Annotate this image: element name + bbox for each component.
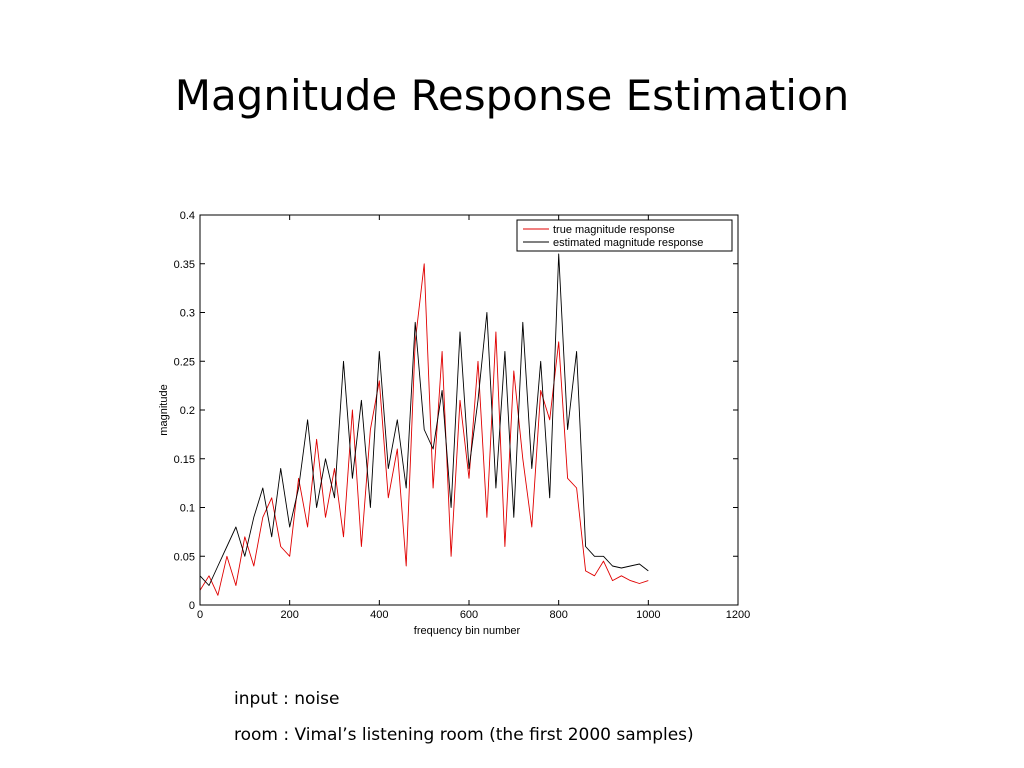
x-tick-label: 600	[460, 609, 478, 621]
series-line-estimated	[199, 253, 649, 586]
x-tick-label: 200	[280, 609, 298, 621]
y-tick-label: 0.15	[174, 454, 195, 466]
x-tick-label: 1200	[726, 609, 750, 621]
y-axis-label: magnitude	[158, 384, 170, 435]
y-tick-label: 0.4	[180, 210, 195, 222]
x-tick-label: 1000	[636, 609, 660, 621]
y-tick-label: 0.2	[180, 405, 195, 417]
y-tick-label: 0.35	[174, 259, 195, 271]
y-tick-label: 0.1	[180, 503, 195, 515]
y-tick-label: 0.05	[174, 551, 195, 563]
slide-title: Magnitude Response Estimation	[174, 71, 850, 120]
y-tick-label: 0.3	[180, 308, 195, 320]
y-tick-label: 0	[189, 600, 195, 612]
caption-input: input : noise	[234, 689, 340, 709]
legend-box	[516, 219, 733, 252]
legend-label: true magnitude response	[553, 224, 675, 236]
plot-area	[200, 215, 738, 605]
x-tick-label: 800	[549, 609, 567, 621]
caption-room: room : Vimal’s listening room (the first…	[234, 725, 694, 745]
y-tick-label: 0.25	[174, 356, 195, 368]
x-tick-label: 400	[370, 609, 388, 621]
legend-label: estimated magnitude response	[553, 237, 703, 249]
x-tick-label: 0	[197, 609, 203, 621]
x-axis-label: frequency bin number	[414, 625, 521, 637]
